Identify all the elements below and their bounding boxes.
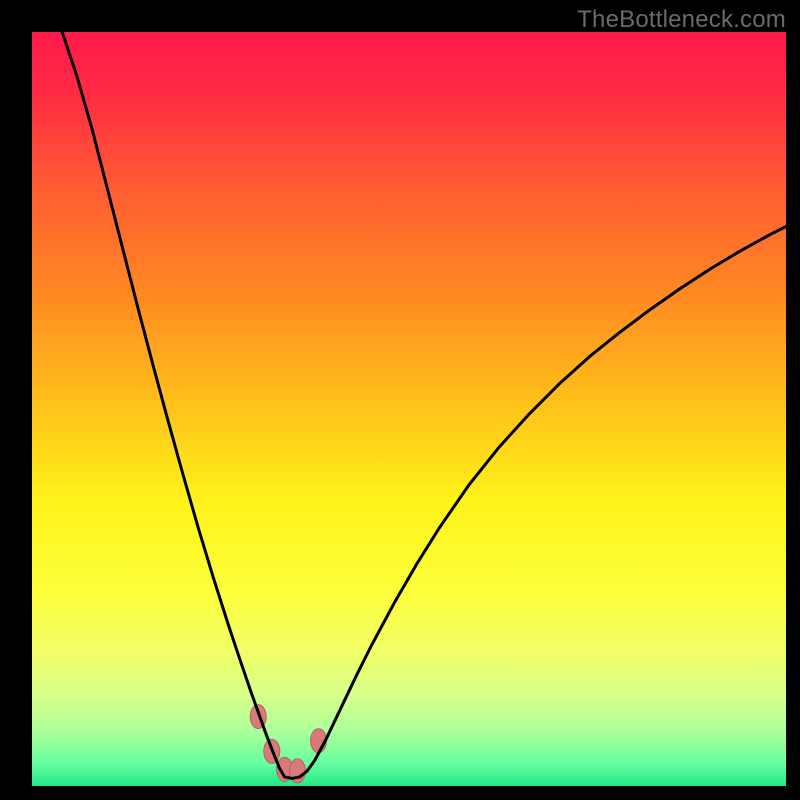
curve-layer <box>32 32 786 786</box>
stage: TheBottleneck.com <box>0 0 800 800</box>
bottleneck-curve <box>62 32 786 778</box>
plot-area <box>32 32 786 786</box>
markers-group <box>250 705 326 783</box>
watermark-text: TheBottleneck.com <box>577 6 786 34</box>
